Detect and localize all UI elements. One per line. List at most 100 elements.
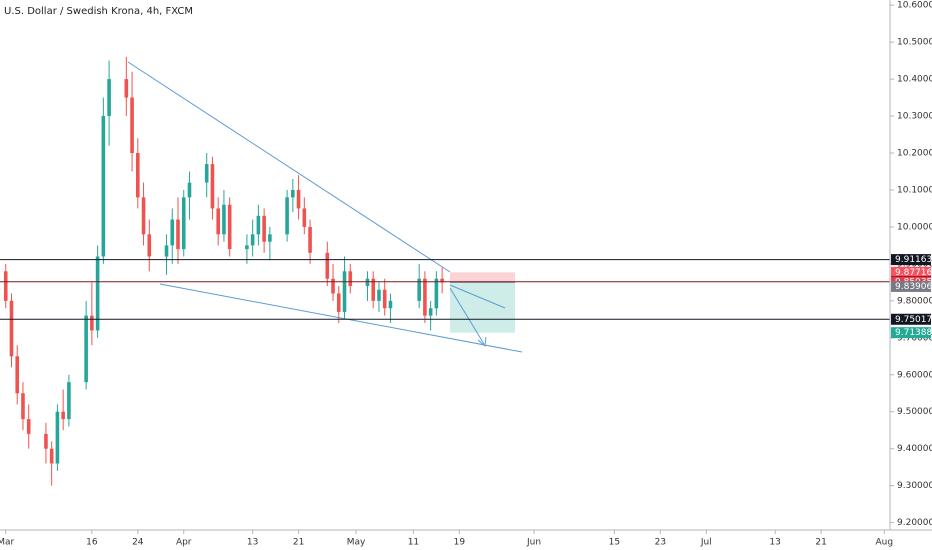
x-tick-label: 21 (815, 538, 826, 548)
candle-body (3, 271, 8, 301)
candle-body (204, 164, 209, 183)
y-tick-label: 10.10000 (897, 185, 932, 195)
candle-body (49, 448, 54, 464)
candle-body (227, 204, 232, 250)
x-tick-label: 21 (293, 538, 304, 548)
candle-body (250, 234, 255, 246)
candle-body (348, 271, 353, 287)
candle-body (176, 219, 180, 250)
y-tick-label: 9.50000 (897, 407, 932, 417)
candle-body (285, 197, 289, 235)
x-tick-label: 23 (655, 538, 666, 548)
candle-body (417, 278, 421, 301)
candle-body (365, 278, 370, 287)
y-tick-label: 9.80000 (897, 296, 932, 306)
y-tick-label: 10.50000 (897, 38, 932, 48)
candle-body (124, 79, 129, 98)
candle-body (44, 433, 48, 449)
price-label: 9.75017 (895, 315, 932, 325)
candle-body (107, 79, 111, 117)
projection-arrow (449, 287, 485, 345)
candle-body (55, 411, 60, 464)
candle-body (371, 278, 376, 301)
candle-body (291, 189, 295, 198)
y-tick-label: 10.00000 (897, 222, 932, 232)
candle-body (15, 356, 20, 394)
y-tick-label: 9.70000 (897, 333, 932, 343)
candle-body (325, 252, 330, 279)
candle-body (377, 289, 381, 301)
y-tick-label: 9.30000 (897, 481, 932, 491)
x-tick-label: 19 (454, 538, 466, 548)
candle-body (256, 215, 261, 235)
candle-body (308, 226, 312, 253)
price-label-bg (891, 280, 931, 292)
candles (3, 56, 444, 486)
y-tick-label: 9.40000 (897, 444, 932, 454)
x-tick-label: 15 (609, 538, 620, 548)
x-tick-label: May (347, 538, 366, 548)
candle-body (26, 419, 31, 434)
candle-body (147, 234, 152, 257)
candle-body (136, 153, 140, 198)
candle-body (164, 245, 169, 257)
x-tick-label: 24 (132, 538, 144, 548)
candle-body (181, 197, 186, 250)
arrow-head (477, 336, 487, 347)
x-tick-label: Aug (875, 538, 893, 548)
candle-body (262, 215, 266, 242)
x-tick-label: 13 (769, 538, 780, 548)
candle-body (101, 116, 106, 257)
candle-body (84, 315, 88, 383)
candle-body (67, 382, 71, 420)
price-label: 9.91163 (895, 255, 932, 265)
price-label-bg (891, 327, 931, 339)
candle-body (210, 164, 215, 209)
x-tick-label: Apr (176, 538, 192, 548)
candle-body (245, 245, 249, 250)
candle-body (342, 271, 347, 312)
x-tick-label: 13 (247, 538, 258, 548)
candle-body (95, 256, 100, 331)
candle-body (170, 219, 175, 246)
y-tick-label: 10.40000 (897, 75, 932, 85)
candle-body (336, 293, 341, 312)
candle-body (222, 204, 226, 235)
y-tick-label: 10.20000 (897, 149, 932, 159)
price-label: 9.83906 (895, 282, 932, 292)
candle-body (268, 234, 272, 242)
candle-body (296, 189, 301, 209)
y-tick-label: 9.20000 (897, 518, 932, 528)
upper-trendline (127, 61, 451, 273)
candle-body (141, 197, 146, 235)
price-label-bg (891, 254, 931, 266)
y-tick-label: 10.60000 (897, 1, 932, 11)
lower-trendline (159, 283, 523, 353)
candle-body (90, 315, 94, 331)
x-tick-label: 16 (86, 538, 98, 548)
candle-body (21, 393, 25, 420)
y-tick-label: 9.60000 (897, 370, 932, 380)
drawings (127, 61, 523, 353)
price-label: 9.71388 (895, 328, 932, 338)
candle-body (434, 278, 439, 309)
price-label: 9.87716 (895, 268, 932, 278)
candle-body (440, 278, 444, 283)
x-tick-label: 11 (408, 538, 419, 548)
projection-line (449, 284, 506, 309)
candle-body (331, 278, 335, 294)
y-tick-label: 10.30000 (897, 112, 932, 122)
candle-body (382, 289, 387, 309)
candle-body (9, 300, 14, 357)
price-label-bg (891, 266, 931, 278)
candle-body (388, 300, 393, 309)
x-tick-label: Mar (0, 538, 15, 548)
price-label-bg (891, 313, 931, 325)
candle-body (302, 208, 307, 227)
candle-body (187, 182, 192, 198)
candle-body (216, 208, 220, 235)
candle-body (428, 308, 433, 316)
